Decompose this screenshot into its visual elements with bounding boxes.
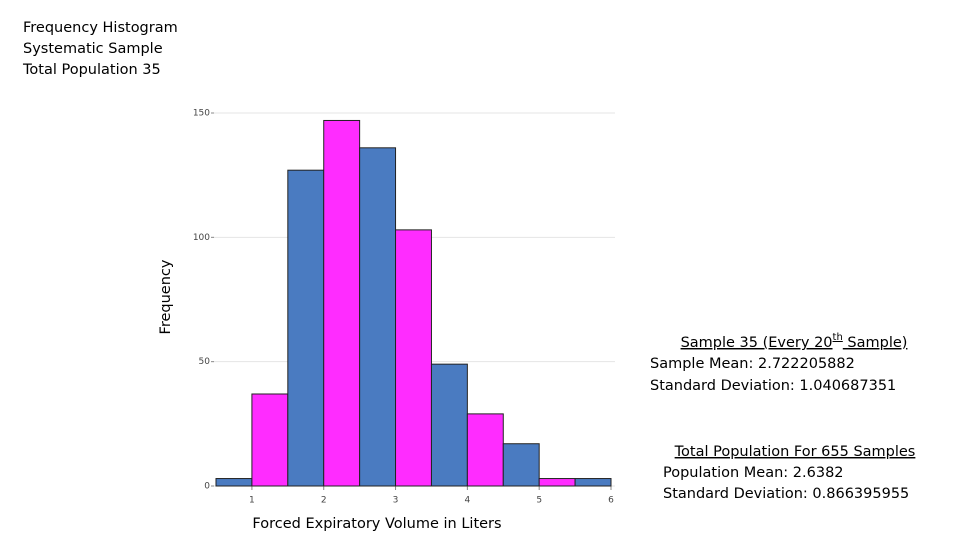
x-tick-label: 1	[249, 496, 255, 506]
x-tick-label: 3	[393, 496, 399, 506]
x-tick-label: 4	[464, 496, 470, 506]
x-axis-label: Forced Expiratory Volume in Liters	[252, 516, 501, 532]
bar	[251, 393, 289, 487]
y-tick-label: 0	[204, 482, 210, 492]
x-tick-label: 2	[321, 496, 327, 506]
y-axis-label: Frequency	[158, 259, 174, 334]
annotation-line: Sample Mean: 2.722205882	[650, 356, 855, 372]
bar	[287, 169, 325, 487]
y-tick-label: 50	[199, 357, 211, 367]
annotation-heading: Total Population For 655 Samples	[674, 444, 916, 460]
x-tick-label: 5	[536, 496, 542, 506]
heading-tail: Sample)	[843, 335, 908, 351]
annotation-line: Standard Deviation: 1.040687351	[650, 378, 896, 394]
bar	[359, 147, 397, 487]
heading-sup: th	[833, 332, 843, 343]
heading-text: Sample 35 (Every 20	[681, 335, 833, 351]
annotation-line: Standard Deviation: 0.866395955	[663, 486, 909, 502]
bar	[215, 478, 253, 487]
bar	[538, 478, 576, 487]
title-line: Frequency Histogram	[23, 20, 178, 36]
x-tick-label: 6	[608, 496, 614, 506]
y-tick-label: 150	[193, 109, 210, 119]
bar	[466, 413, 504, 487]
y-tick-label: 100	[193, 233, 210, 243]
bar	[395, 229, 432, 487]
bar	[430, 363, 468, 487]
annotation-line: Population Mean: 2.6382	[663, 465, 844, 481]
title-line: Total Population 35	[22, 62, 161, 78]
bar	[323, 119, 361, 487]
annotation-heading: Sample 35 (Every 20th Sample)	[681, 332, 908, 351]
title-line: Systematic Sample	[23, 41, 163, 57]
bar	[574, 478, 612, 487]
bar	[502, 443, 540, 487]
